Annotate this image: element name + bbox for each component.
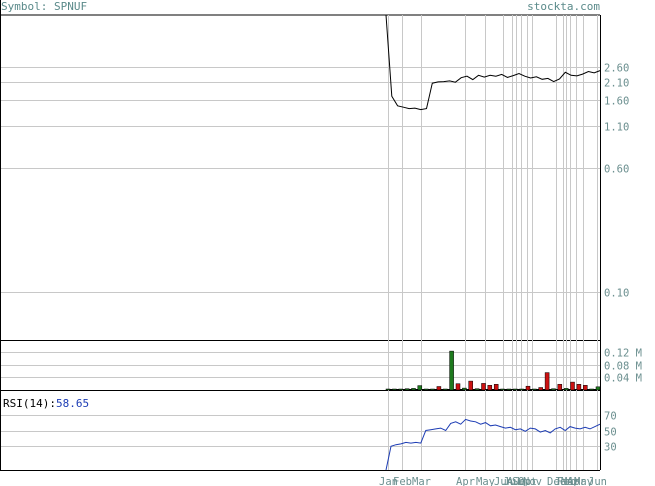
volume-bar	[532, 388, 537, 391]
volume-bar	[563, 388, 569, 391]
price-tick-label: 1.60	[604, 96, 629, 108]
volume-bar	[385, 388, 391, 391]
volume-bar	[392, 388, 397, 391]
month-tick-label: Jul	[503, 476, 522, 486]
volume-bar	[398, 388, 403, 391]
rsi-tick-label: 50	[604, 427, 617, 439]
volume-bar	[583, 385, 588, 391]
rsi-label: RSI(14):58.65	[3, 398, 89, 410]
volume-bar	[468, 380, 473, 391]
symbol-label: Symbol: SPNUF	[1, 0, 88, 13]
volume-bar	[481, 383, 486, 391]
rsi-tick-label: 70	[604, 411, 617, 423]
volume-bar	[404, 388, 410, 391]
volume-bar	[576, 384, 582, 391]
month-tick-label: Jun	[494, 476, 513, 486]
volume-bar	[455, 383, 461, 391]
price-tick-label: 0.10	[604, 288, 629, 300]
rsi-value: 58.65	[55, 397, 90, 410]
volume-bar	[493, 384, 499, 391]
month-tick-label: Feb	[557, 476, 576, 486]
volume-tick-label: 0.12 M	[604, 348, 642, 360]
volume-bar	[506, 388, 512, 391]
price-tick-label: 0.60	[604, 164, 629, 176]
month-tick-label: Jan	[379, 476, 398, 486]
month-tick-label: May	[476, 476, 495, 486]
volume-bar	[462, 387, 467, 391]
month-tick-label: Mar	[561, 476, 580, 486]
month-tick-label: Jun	[588, 476, 607, 486]
volume-bar	[417, 385, 423, 391]
site-label: stockta.com	[527, 0, 600, 13]
month-tick-label: May	[574, 476, 593, 486]
volume-bar	[436, 386, 442, 391]
volume-bar	[474, 388, 480, 391]
volume-bar	[487, 385, 493, 391]
month-tick-label: Mar	[412, 476, 431, 486]
price-series-line	[385, 14, 601, 111]
rsi-name: RSI(14):	[3, 397, 56, 410]
month-tick-label: Apr	[456, 476, 475, 486]
month-tick-label: Nov	[523, 476, 542, 486]
volume-bar	[544, 372, 550, 391]
volume-bar	[430, 388, 435, 391]
volume-bar	[449, 350, 454, 391]
rsi-series-line	[385, 418, 601, 471]
month-tick-label: Sep	[512, 476, 531, 486]
volume-bar	[595, 386, 601, 391]
volume-bar	[525, 385, 531, 391]
volume-tick-label: 0.04 M	[604, 373, 642, 385]
month-tick-label: Feb	[393, 476, 412, 486]
volume-bar	[589, 388, 594, 391]
volume-bar	[570, 381, 575, 391]
volume-bar	[443, 388, 448, 391]
volume-bar	[500, 388, 505, 391]
price-tick-label: 1.10	[604, 122, 629, 134]
month-tick-label: Aug	[507, 476, 526, 486]
month-tick-label: Apr	[567, 476, 586, 486]
price-tick-label: 2.60	[604, 63, 629, 75]
volume-bar	[513, 388, 518, 391]
volume-bar	[519, 388, 524, 391]
volume-bar	[423, 388, 429, 391]
volume-bar	[538, 387, 543, 391]
volume-bar	[551, 388, 556, 391]
rsi-tick-label: 30	[604, 442, 617, 454]
month-tick-label: Oct	[518, 476, 537, 486]
month-tick-label: Jan	[554, 476, 573, 486]
volume-bar	[411, 388, 416, 391]
volume-bar	[557, 384, 563, 391]
month-tick-label: Dec	[547, 476, 566, 486]
volume-tick-label: 0.08 M	[604, 361, 642, 373]
price-tick-label: 2.10	[604, 78, 629, 90]
